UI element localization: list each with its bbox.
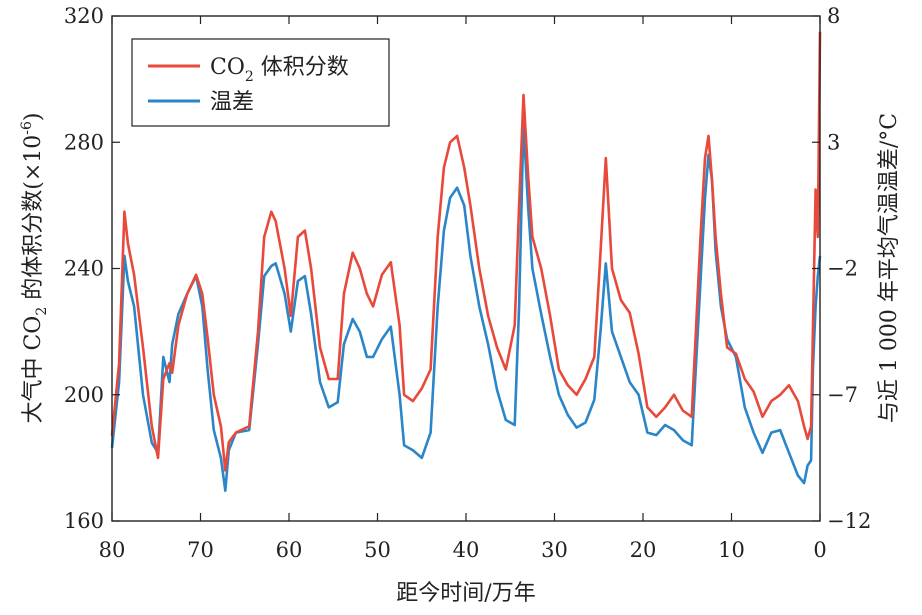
legend-label-temp: 温差 bbox=[210, 90, 254, 115]
axis-ticks: 80 70 60 50 40 30 20 10 0 160 200 240 280 320 −12 −7 −2 3… bbox=[64, 4, 871, 562]
x-tick-label: 0 bbox=[813, 538, 826, 562]
legend-box bbox=[131, 38, 390, 127]
y-right-tick-label: 8 bbox=[827, 4, 840, 28]
x-tick-label: 70 bbox=[187, 538, 214, 562]
x-tick-label: 60 bbox=[276, 538, 303, 562]
x-tick-label: 20 bbox=[630, 538, 657, 562]
y-left-tick-label: 160 bbox=[64, 509, 104, 533]
y-right-tick-label: −12 bbox=[827, 509, 871, 533]
y-left-tick-label: 200 bbox=[64, 383, 104, 407]
plot-series bbox=[110, 31, 822, 493]
y-right-tick-label: 3 bbox=[827, 130, 840, 154]
series-line-co2 bbox=[110, 31, 822, 472]
y-right-tick-label: −2 bbox=[827, 257, 858, 281]
legend: CO2 体积分数 温差 bbox=[131, 38, 390, 127]
x-tick-label: 40 bbox=[453, 538, 480, 562]
legend-label-co2: CO2 体积分数 bbox=[210, 55, 349, 85]
y-left-tick-label: 280 bbox=[64, 130, 104, 154]
y-left-tick-label: 320 bbox=[64, 4, 104, 28]
x-axis-title: 距今时间/万年 bbox=[396, 581, 535, 606]
y-axis-left-title: 大气中 CO2 的体积分数(×10-6) bbox=[19, 112, 50, 423]
x-tick-label: 50 bbox=[364, 538, 391, 562]
y-axis-right-title: 与近 1 000 年平均气温温差/°C bbox=[877, 113, 902, 423]
x-tick-label: 80 bbox=[99, 538, 126, 562]
x-tick-label: 10 bbox=[718, 538, 745, 562]
y-right-tick-label: −7 bbox=[827, 383, 858, 407]
x-tick-label: 30 bbox=[541, 538, 568, 562]
y-left-tick-label: 240 bbox=[64, 257, 104, 281]
